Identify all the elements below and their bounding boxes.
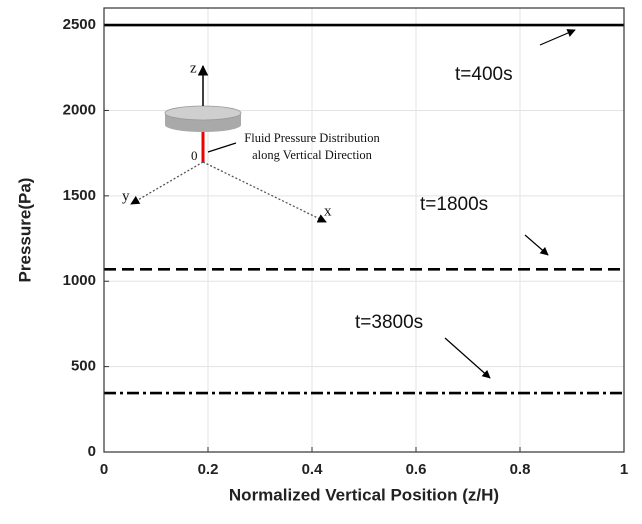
inset-caption: Fluid Pressure Distribution: [244, 131, 380, 145]
plot-lines: [104, 23, 624, 395]
inset-diagram: z y x 0 Fluid Pressure Distribution alon…: [122, 60, 380, 223]
x-tick-label: 0.4: [302, 461, 324, 478]
inset-axis-y: [130, 161, 204, 205]
x-axis-title: Normalized Vertical Position (z/H): [229, 485, 499, 504]
plot-frame: [103, 7, 625, 453]
x-tick-label: 0: [100, 461, 108, 478]
x-tick-label: 0.2: [198, 461, 219, 478]
inset-disc-top: [164, 105, 242, 121]
inset-caption: along Vertical Direction: [252, 148, 373, 162]
y-tick-label: 0: [88, 443, 96, 460]
inset-z-label: z: [190, 60, 197, 76]
inset-leader: [207, 142, 237, 153]
inset-origin-label: 0: [191, 148, 198, 163]
inset-x-label: x: [324, 203, 332, 219]
y-tick-label: 1000: [63, 272, 96, 289]
y-tick-label: 1500: [63, 187, 96, 204]
annotation-arrow: [539, 29, 576, 46]
series-annotation: t=400s: [455, 64, 513, 85]
series-annotation: t=3800s: [355, 312, 423, 333]
annotation-arrow: [444, 337, 491, 379]
inset-axis-x: [202, 161, 327, 223]
annotation-arrow: [524, 234, 549, 256]
x-tick-label: 0.8: [510, 461, 531, 478]
x-tick-label: 0.6: [406, 461, 427, 478]
labels: 0 500 1000 1500 2000 2500 0 0.2 0.4 0.6 0.8 1 t=400s…: [63, 16, 629, 478]
y-axis-title: Pressure(Pa): [15, 178, 34, 283]
inset-y-label: y: [122, 188, 130, 204]
series-annotation: t=1800s: [420, 194, 488, 215]
y-tick-label: 2500: [63, 16, 96, 33]
y-tick-label: 2000: [63, 101, 96, 118]
y-tick-label: 500: [71, 358, 96, 375]
x-tick-label: 1: [620, 461, 628, 478]
